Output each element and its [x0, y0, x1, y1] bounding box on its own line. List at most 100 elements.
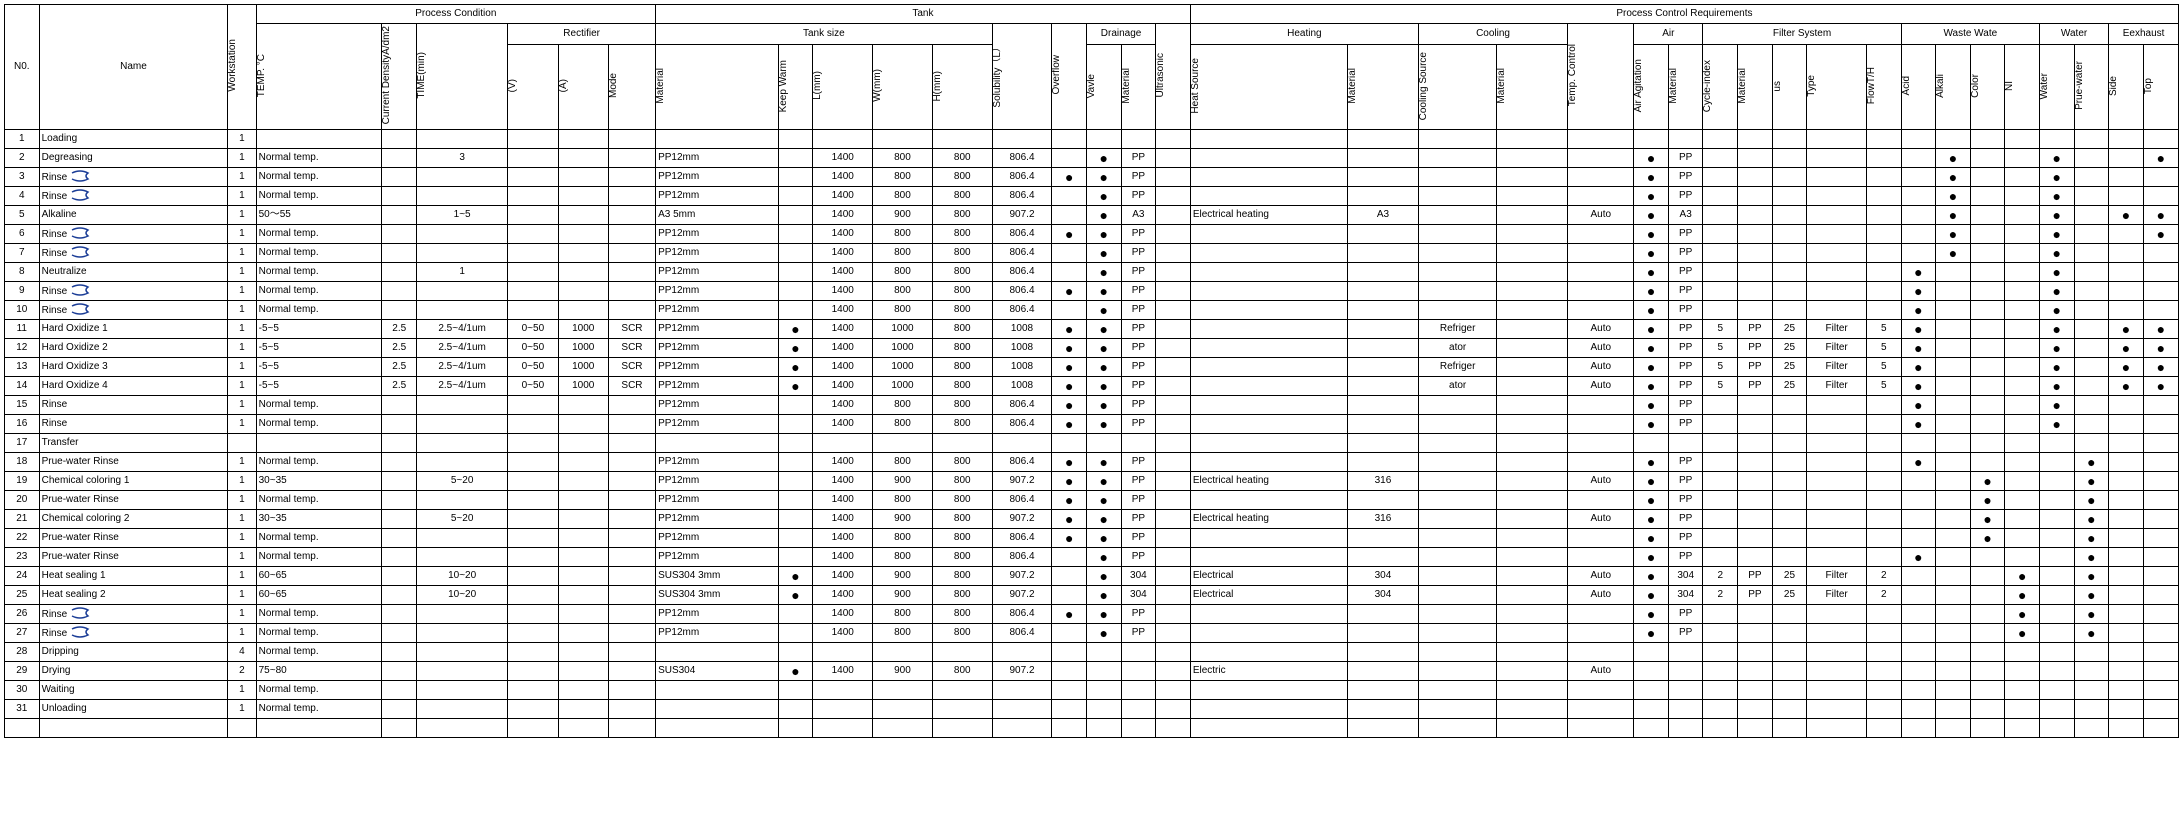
h-air: Air: [1634, 24, 1703, 45]
cell-hm: [1348, 681, 1419, 700]
cell-flow: 2: [1867, 567, 1902, 586]
cell-color: [1970, 244, 2005, 263]
cell-W: 800: [873, 168, 933, 187]
cell-H: [932, 700, 992, 719]
cell-empty: [2109, 719, 2144, 738]
cell-empty: [417, 719, 508, 738]
rinse-mark-icon: [70, 227, 92, 242]
cell-fus: 25: [1772, 567, 1807, 586]
cell-cd: [382, 567, 417, 586]
cell-ovf: [1052, 130, 1087, 149]
cell-pw: [2074, 396, 2109, 415]
cell-alk: [1936, 662, 1971, 681]
cell-alk: [1936, 567, 1971, 586]
cell-H: 800: [932, 624, 992, 643]
cell-flow: [1867, 662, 1902, 681]
cell-empty: [1936, 719, 1971, 738]
cell-side: [2109, 396, 2144, 415]
cell-mat: SUS304 3mm: [656, 586, 779, 605]
cell-us: [1156, 567, 1191, 586]
cell-color: [1970, 301, 2005, 320]
cell-us: [1156, 244, 1191, 263]
cell-flow: [1867, 491, 1902, 510]
cell-cm: [1497, 282, 1568, 301]
cell-wtr: [2039, 681, 2074, 700]
cell-ci: [1703, 187, 1738, 206]
cell-pw: [2074, 130, 2109, 149]
cell-W: 800: [873, 415, 933, 434]
cell-fus: [1772, 662, 1807, 681]
cell-cm: [1497, 339, 1568, 358]
cell-aa: ●: [1634, 244, 1669, 263]
cell-tc: [1568, 681, 1634, 700]
cell-side: [2109, 225, 2144, 244]
cell-temp: -5~5: [256, 377, 382, 396]
cell-ra: [558, 681, 608, 700]
cell-amat: PP: [1668, 149, 1703, 168]
cell-L: 1400: [813, 586, 873, 605]
cell-color: [1970, 681, 2005, 700]
cell-alk: [1936, 453, 1971, 472]
cell-amat: PP: [1668, 187, 1703, 206]
cell-ni: ●: [2005, 567, 2040, 586]
cell-cd: 2.5: [382, 377, 417, 396]
cell-ra: [558, 605, 608, 624]
cell-ovf: ●: [1052, 453, 1087, 472]
cell-hs: [1190, 339, 1347, 358]
cell-flow: 5: [1867, 358, 1902, 377]
cell-L: 1400: [813, 662, 873, 681]
rinse-mark-icon: [70, 170, 92, 185]
cell-aa: [1634, 130, 1669, 149]
cell-flow: [1867, 681, 1902, 700]
cell-topx: [2143, 491, 2178, 510]
cell-time: 2.5~4/1um: [417, 339, 508, 358]
cell-time: [417, 548, 508, 567]
cell-wtr: [2039, 548, 2074, 567]
cell-kw: ●: [778, 377, 813, 396]
cell-wtr: [2039, 605, 2074, 624]
cell-wtr: ●: [2039, 415, 2074, 434]
cell-flow: [1867, 453, 1902, 472]
cell-ftype: [1807, 681, 1867, 700]
cell-mode: [608, 263, 655, 282]
cell-hm: [1348, 415, 1419, 434]
h-tank: Tank: [656, 5, 1191, 24]
cell-valve: ●: [1086, 320, 1121, 339]
cell-acid: [1901, 434, 1936, 453]
cell-cs: ator: [1418, 339, 1497, 358]
cell-rv: 0~50: [508, 377, 558, 396]
cell-ovf: [1052, 301, 1087, 320]
cell-fus: 25: [1772, 358, 1807, 377]
cell-temp: 60~65: [256, 586, 382, 605]
cell-cm: [1497, 187, 1568, 206]
cell-rv: [508, 624, 558, 643]
cell-topx: [2143, 567, 2178, 586]
cell-acid: ●: [1901, 339, 1936, 358]
cell-H: 800: [932, 586, 992, 605]
cell-fmat: [1738, 491, 1773, 510]
cell-mat: [656, 681, 779, 700]
cell-W: [873, 643, 933, 662]
cell-sol: 806.4: [992, 605, 1052, 624]
cell-cs: Refriger: [1418, 358, 1497, 377]
cell-ovf: [1052, 548, 1087, 567]
cell-ws: 1: [228, 624, 256, 643]
cell-temp: Normal temp.: [256, 263, 382, 282]
cell-empty: [1867, 719, 1902, 738]
cell-cd: [382, 244, 417, 263]
cell-acid: ●: [1901, 415, 1936, 434]
cell-side: [2109, 244, 2144, 263]
cell-mode: [608, 434, 655, 453]
cell-W: [873, 434, 933, 453]
cell-ws: 1: [228, 548, 256, 567]
cell-us: [1156, 586, 1191, 605]
cell-hm: 316: [1348, 510, 1419, 529]
cell-fus: [1772, 643, 1807, 662]
cell-aa: [1634, 434, 1669, 453]
cell-rv: [508, 700, 558, 719]
cell-sol: 806.4: [992, 415, 1052, 434]
cell-H: [932, 130, 992, 149]
cell-name: Rinse: [39, 396, 228, 415]
cell-hm: [1348, 263, 1419, 282]
cell-mode: [608, 529, 655, 548]
